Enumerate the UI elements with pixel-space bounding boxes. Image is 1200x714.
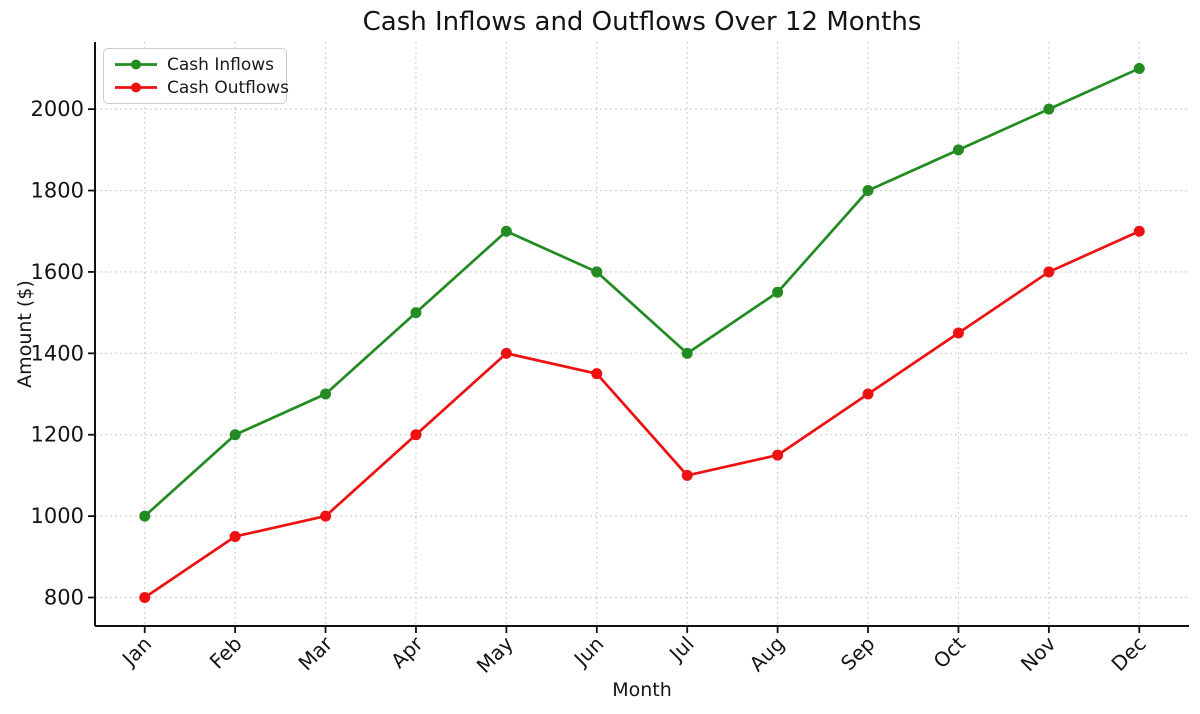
y-tick-label: 1400 bbox=[31, 341, 84, 365]
legend-item-cash-outflows: Cash Outflows bbox=[113, 78, 289, 98]
x-tick-label: Nov bbox=[1016, 631, 1061, 676]
y-tick-label: 1200 bbox=[31, 423, 84, 447]
data-point-cash-outflows bbox=[591, 368, 603, 380]
data-point-cash-inflows bbox=[1133, 62, 1145, 74]
y-tick-label: 2000 bbox=[31, 97, 84, 121]
data-point-cash-inflows bbox=[952, 144, 964, 156]
x-tick-label: Jul bbox=[663, 632, 698, 667]
x-tick-label: Sep bbox=[836, 632, 880, 676]
legend-item-cash-inflows: Cash Inflows bbox=[113, 55, 276, 75]
data-point-cash-inflows bbox=[681, 347, 693, 359]
legend-line-marker-icon bbox=[115, 59, 157, 70]
series-line-cash-inflows bbox=[143, 67, 1141, 518]
data-point-cash-outflows bbox=[681, 469, 693, 481]
data-point-cash-inflows bbox=[500, 225, 512, 237]
data-point-cash-inflows bbox=[320, 388, 332, 400]
x-tick-label: Dec bbox=[1106, 632, 1150, 676]
x-tick-label: Jan bbox=[116, 632, 156, 672]
x-tick-label: Apr bbox=[386, 631, 428, 673]
data-point-cash-inflows bbox=[1043, 103, 1055, 115]
data-point-cash-outflows bbox=[320, 510, 332, 522]
data-point-cash-inflows bbox=[229, 429, 241, 441]
legend-line-marker-icon bbox=[115, 82, 157, 93]
data-point-cash-inflows bbox=[410, 307, 422, 319]
x-tick-label: Oct bbox=[929, 631, 971, 673]
y-tick-label: 800 bbox=[44, 586, 84, 610]
data-point-cash-inflows bbox=[591, 266, 603, 278]
data-point-cash-outflows bbox=[772, 449, 784, 461]
y-tick-label: 1600 bbox=[31, 260, 84, 284]
legend-label-cash-outflows: Cash Outflows bbox=[167, 77, 290, 98]
x-tick-label: Feb bbox=[205, 632, 247, 674]
data-point-cash-outflows bbox=[952, 327, 964, 339]
data-point-cash-outflows bbox=[500, 347, 512, 359]
data-point-cash-inflows bbox=[772, 286, 784, 298]
data-point-cash-outflows bbox=[1133, 225, 1145, 237]
legend-label-cash-inflows: Cash Inflows bbox=[167, 54, 274, 75]
data-point-cash-outflows bbox=[139, 592, 151, 604]
data-point-cash-outflows bbox=[1043, 266, 1055, 278]
x-tick-label: Aug bbox=[745, 632, 790, 677]
y-axis-label: Amount ($) bbox=[14, 280, 36, 388]
data-point-cash-inflows bbox=[862, 185, 874, 197]
series-line-cash-outflows bbox=[143, 229, 1141, 599]
x-tick-label: May bbox=[472, 631, 518, 677]
data-point-cash-outflows bbox=[229, 530, 241, 542]
y-tick-label: 1800 bbox=[31, 179, 84, 203]
x-axis-label: Month bbox=[612, 679, 672, 701]
chart-title: Cash Inflows and Outflows Over 12 Months bbox=[362, 7, 922, 37]
y-tick-label: 1000 bbox=[31, 504, 84, 528]
data-point-cash-outflows bbox=[410, 429, 422, 441]
legend: Cash Inflows Cash Outflows bbox=[103, 48, 289, 104]
x-tick-label: Mar bbox=[293, 631, 337, 675]
data-point-cash-outflows bbox=[862, 388, 874, 400]
x-tick-label: Jun bbox=[568, 632, 608, 672]
data-point-cash-inflows bbox=[139, 510, 151, 522]
